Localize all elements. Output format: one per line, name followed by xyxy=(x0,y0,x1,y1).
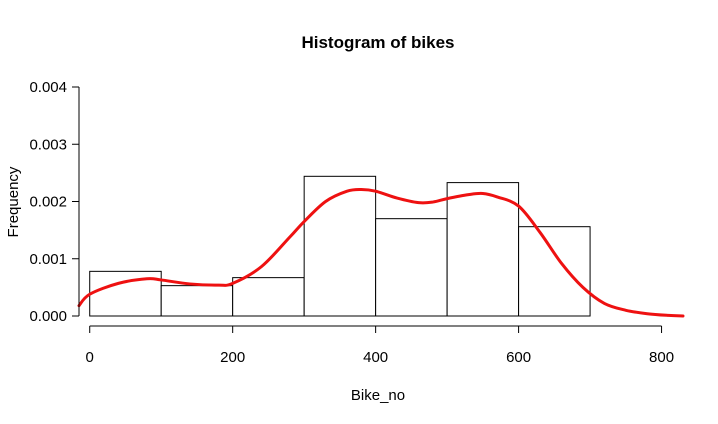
chart-title: Histogram of bikes xyxy=(301,33,454,52)
x-tick-label: 0 xyxy=(86,349,94,366)
y-tick-label: 0.002 xyxy=(29,194,67,211)
histogram-bar-4 xyxy=(375,218,448,317)
x-axis: 0 200 400 600 800 xyxy=(86,325,674,366)
density-curve-group xyxy=(77,187,685,318)
x-tick-label: 600 xyxy=(506,349,531,366)
y-tick-label: 0.001 xyxy=(29,251,67,268)
histogram-bar-1 xyxy=(160,285,234,317)
bars-group xyxy=(89,175,591,317)
histogram-bar-6 xyxy=(518,226,591,317)
y-axis: 0.000 0.001 0.002 0.003 0.004 xyxy=(29,79,80,325)
x-tick-label: 800 xyxy=(649,349,674,366)
histogram-bar-2 xyxy=(232,277,305,317)
x-tick-label: 400 xyxy=(363,349,388,366)
histogram-bar-5 xyxy=(446,182,520,317)
y-tick-label: 0.003 xyxy=(29,136,67,153)
x-axis-label: Bike_no xyxy=(351,387,405,404)
y-axis-label: Frequency xyxy=(5,166,22,237)
density-curve-line xyxy=(77,187,685,318)
y-tick-label: 0.000 xyxy=(29,308,67,325)
y-tick-label: 0.004 xyxy=(29,79,67,96)
histogram-bar-3 xyxy=(303,175,377,317)
x-tick-label: 200 xyxy=(220,349,245,366)
